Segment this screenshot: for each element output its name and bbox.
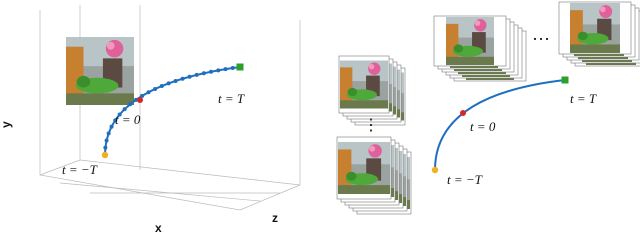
label: t = T — [570, 91, 597, 106]
trajectory-sample — [153, 87, 158, 92]
trajectory — [434, 79, 566, 171]
point-start — [101, 151, 109, 159]
trajectory-sample — [133, 97, 138, 102]
frame-image — [570, 3, 620, 53]
point-end — [561, 76, 569, 84]
trajectory-sample — [122, 107, 127, 112]
axis-label: x — [155, 221, 162, 235]
label: t = 0 — [470, 119, 496, 134]
trajectory-sample — [103, 145, 108, 150]
axis-label: z — [272, 211, 278, 225]
frame-image — [446, 17, 494, 65]
trajectory-sample — [187, 74, 192, 79]
trajectory-sample — [209, 69, 214, 74]
point-zero — [137, 97, 143, 103]
point-start — [431, 166, 439, 174]
trajectory-sample — [180, 76, 185, 81]
trajectory-sample — [201, 71, 206, 76]
point-zero — [460, 110, 466, 116]
trajectory-sample — [216, 68, 221, 73]
trajectory-sample — [173, 78, 178, 83]
trajectory-sample — [128, 102, 133, 107]
axis-label: y — [0, 121, 13, 128]
label: t = −T — [62, 162, 98, 177]
frame-image — [338, 142, 390, 194]
trajectory-sample — [223, 67, 228, 72]
ellipsis: … — [532, 24, 550, 44]
trajectory-sample — [159, 84, 164, 89]
axes-box — [39, 5, 301, 211]
trajectory-sample — [140, 93, 145, 98]
trajectory-sample — [104, 138, 109, 143]
trajectory-sample — [194, 72, 199, 77]
trajectory-sample — [146, 90, 151, 95]
trajectory-sample — [117, 112, 122, 117]
frame-image — [340, 60, 388, 109]
point-end — [236, 63, 244, 71]
trajectory-sample — [166, 81, 171, 86]
trajectory-sample — [113, 118, 118, 123]
trajectory-sample — [106, 131, 111, 136]
trajectory-sample — [230, 66, 235, 71]
label: t = T — [218, 91, 245, 106]
frame-image — [66, 37, 134, 105]
trajectory-sample — [109, 124, 114, 129]
label: t = 0 — [115, 112, 141, 127]
label: t = −T — [447, 172, 483, 187]
ellipsis: ⋮ — [363, 117, 379, 134]
